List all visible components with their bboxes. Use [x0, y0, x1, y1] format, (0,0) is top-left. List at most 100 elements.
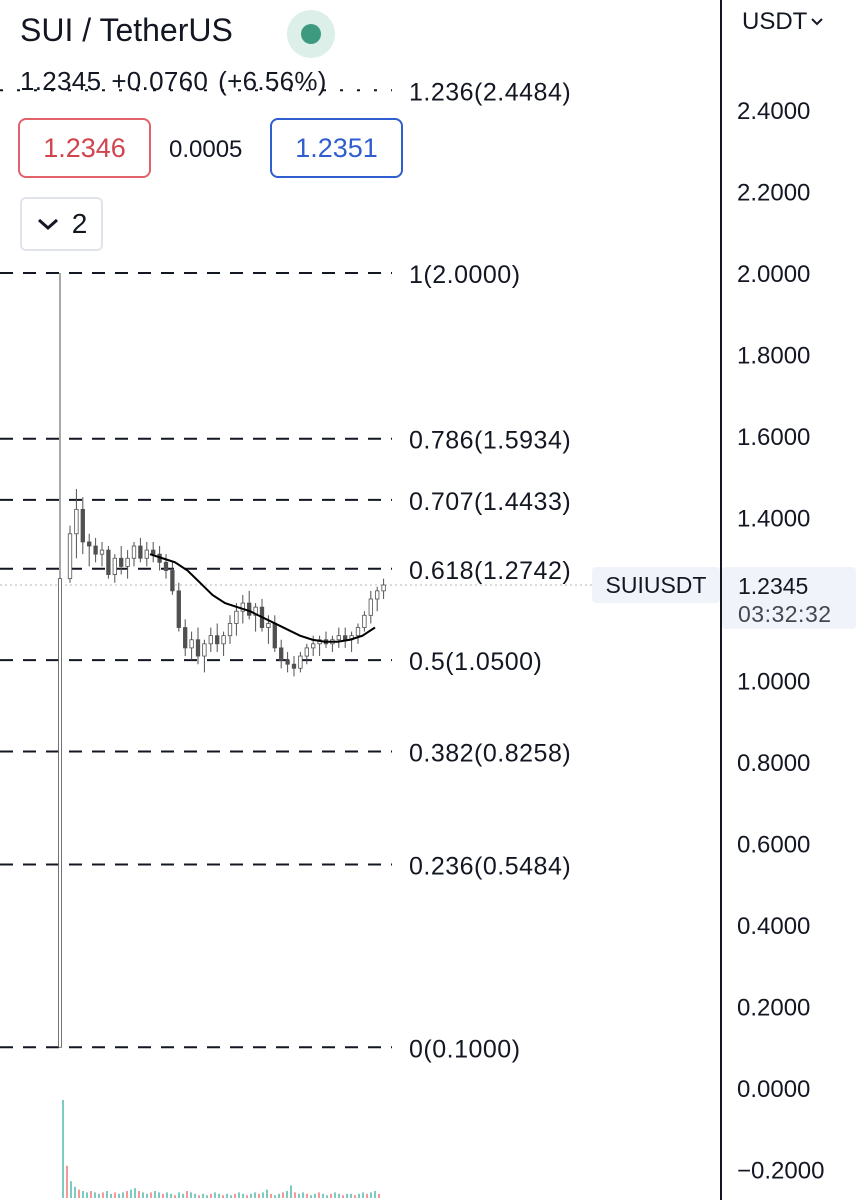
- volume-bar: [242, 1193, 244, 1198]
- candle: [259, 599, 265, 632]
- volume-bar: [310, 1195, 312, 1198]
- candle: [279, 639, 284, 669]
- volume-bar: [146, 1193, 148, 1198]
- volume-bar: [90, 1191, 92, 1198]
- volume-bar: [378, 1193, 380, 1198]
- y-axis-tick-label: 2.4000: [737, 98, 810, 125]
- y-axis-tick-label: 2.2000: [737, 180, 810, 207]
- candle: [247, 590, 252, 620]
- currency-selector[interactable]: USDT: [742, 8, 824, 36]
- volume-bar: [130, 1189, 132, 1198]
- fib-level-label: 1(2.0000): [409, 261, 521, 289]
- last-price-tag: 1.2345 03:32:32: [722, 567, 856, 629]
- volume-bar: [306, 1193, 308, 1198]
- indicator-count: 2: [71, 208, 88, 239]
- candle: [349, 631, 354, 652]
- volume-bar: [126, 1191, 128, 1198]
- volume-bar: [158, 1192, 160, 1198]
- volume-bar: [230, 1195, 232, 1198]
- volume-bar: [202, 1193, 204, 1198]
- y-axis-tick-label: 1.4000: [737, 506, 810, 533]
- y-axis-tick-label: 0.2000: [737, 995, 810, 1022]
- candle: [99, 541, 105, 567]
- y-axis-tick-label: 0.0000: [737, 1076, 810, 1103]
- volume-bar: [290, 1185, 292, 1198]
- volume-bar: [266, 1189, 268, 1198]
- volume-bar: [366, 1193, 368, 1198]
- candle: [221, 631, 226, 657]
- spread-value: 0.0005: [169, 136, 243, 163]
- candle: [163, 554, 169, 579]
- candle: [272, 615, 277, 652]
- volume-bar: [354, 1195, 356, 1198]
- volume-bar: [210, 1193, 212, 1198]
- volume-bar: [78, 1189, 80, 1198]
- volume-bar: [162, 1193, 164, 1198]
- y-axis-tick-label: 0.8000: [737, 750, 810, 777]
- volume-bar: [110, 1193, 112, 1198]
- volume-bars: [62, 1100, 380, 1198]
- y-axis-tick-label: 1.8000: [737, 343, 810, 370]
- chevron-down-icon: [811, 18, 824, 26]
- volume-bar: [286, 1191, 288, 1198]
- volume-bar: [234, 1193, 236, 1198]
- currency-label: USDT: [742, 8, 808, 35]
- symbol-price-tag: SUIUSDT: [592, 567, 720, 603]
- volume-bar: [182, 1193, 184, 1198]
- candle: [355, 623, 361, 644]
- candle: [368, 590, 373, 624]
- candle: [112, 554, 117, 583]
- volume-bar: [270, 1193, 272, 1198]
- moving-average: [149, 553, 376, 643]
- y-axis-tick-label: 0.4000: [737, 913, 810, 940]
- candle: [336, 627, 341, 648]
- market-status-icon: [287, 10, 335, 58]
- volume-bar: [142, 1192, 144, 1198]
- volume-bar: [170, 1193, 172, 1198]
- last-price-tag-value: 1.2345: [738, 573, 809, 599]
- candle: [138, 537, 143, 563]
- candle: [119, 546, 124, 575]
- volume-bar: [86, 1192, 88, 1198]
- volume-bar: [350, 1193, 352, 1198]
- indicators-toggle-button[interactable]: 2: [20, 197, 103, 251]
- price-change-percent: (+6.56%): [218, 66, 327, 96]
- volume-bar: [334, 1192, 336, 1198]
- candle: [93, 537, 98, 563]
- candle: [298, 651, 303, 673]
- volume-bar: [82, 1191, 84, 1198]
- volume-bar: [178, 1192, 180, 1198]
- moving-average-line: [149, 553, 376, 643]
- volume-bar: [302, 1192, 304, 1198]
- candle: [234, 603, 239, 636]
- buy-button[interactable]: 1.2351: [270, 118, 403, 178]
- volume-bar: [282, 1192, 284, 1198]
- volume-bar: [278, 1193, 280, 1198]
- volume-bar: [62, 1100, 64, 1198]
- sell-button[interactable]: 1.2346: [18, 118, 151, 178]
- volume-bar: [358, 1193, 360, 1198]
- symbol-title[interactable]: SUI / TetherUS: [20, 12, 233, 48]
- volume-bar: [250, 1193, 252, 1198]
- volume-bar: [314, 1193, 316, 1198]
- candle: [74, 488, 79, 559]
- candle: [176, 582, 181, 632]
- volume-bar: [214, 1192, 216, 1198]
- chevron-down-icon: [37, 218, 58, 231]
- volume-bar: [70, 1181, 72, 1198]
- volume-bar: [362, 1192, 364, 1198]
- price-summary: 1.2345 +0.0760 (+6.56%): [20, 66, 337, 97]
- candle: [317, 635, 322, 657]
- candle: [381, 578, 386, 599]
- candle: [151, 541, 156, 563]
- volume-bar: [66, 1165, 68, 1198]
- candle: [304, 643, 309, 665]
- candle: [202, 639, 207, 673]
- volume-bar: [374, 1191, 376, 1198]
- volume-bar: [238, 1192, 240, 1198]
- volume-bar: [166, 1192, 168, 1198]
- fib-level-label: 0.618(1.2742): [409, 557, 571, 585]
- volume-bar: [346, 1193, 348, 1198]
- volume-bar: [326, 1195, 328, 1198]
